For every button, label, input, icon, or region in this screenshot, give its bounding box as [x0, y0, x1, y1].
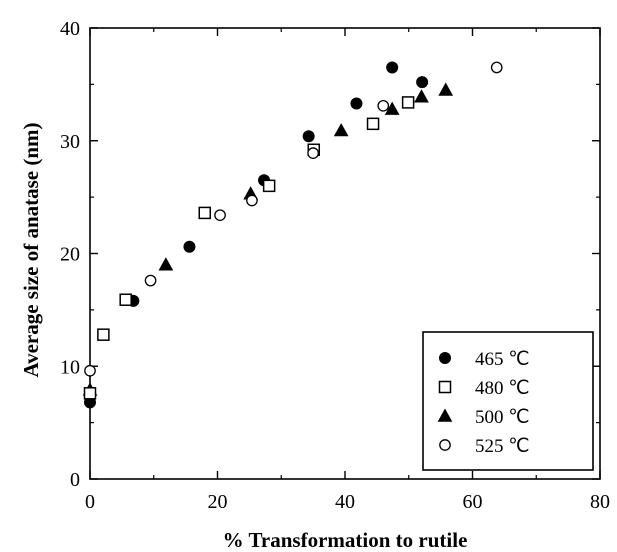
y-tick-label: 40 [60, 18, 80, 40]
data-point [377, 99, 390, 112]
x-tick-label: 20 [208, 491, 228, 513]
data-point [414, 89, 429, 103]
data-point [307, 147, 319, 160]
series-3 [82, 82, 454, 396]
legend-marker [439, 352, 451, 364]
y-axis-label: Average size of anatase (nm) [19, 122, 43, 377]
data-point [401, 96, 415, 109]
data-point [416, 76, 429, 89]
y-tick-label: 20 [60, 244, 80, 266]
data-point [158, 257, 174, 271]
data-point [386, 61, 399, 74]
legend-marker [437, 408, 453, 422]
data-point [83, 387, 97, 400]
chart-ticks: 0 20 40 60 80 0 10 20 30 40 [60, 18, 610, 513]
legend-marker [438, 380, 452, 394]
data-point [366, 117, 380, 131]
legend-label: 500 ℃ [475, 407, 530, 428]
data-point [214, 209, 226, 222]
legend-label: 480 ℃ [475, 378, 530, 399]
data-point [490, 61, 503, 74]
data-point [97, 328, 110, 341]
data-point [333, 123, 349, 137]
legend-label: 525 ℃ [475, 436, 530, 457]
series-4 [84, 61, 503, 377]
x-tick-label: 80 [590, 491, 610, 513]
chart-marks [82, 61, 503, 409]
x-tick-label: 0 [85, 491, 95, 513]
y-tick-label: 10 [60, 356, 80, 378]
series-2 [83, 96, 415, 400]
data-point [198, 206, 211, 220]
x-tick-label: 60 [463, 491, 483, 513]
data-point [144, 274, 157, 287]
y-tick-label: 0 [70, 469, 80, 491]
data-point [84, 364, 96, 377]
data-point [384, 101, 400, 115]
legend-marker [439, 439, 451, 451]
data-point [183, 240, 196, 253]
data-point [119, 293, 132, 306]
legend: 465 ℃ 480 ℃ 500 ℃ 525 ℃ [422, 331, 594, 471]
data-point [438, 82, 454, 96]
x-axis-label: % Transformation to rutile [223, 528, 468, 552]
data-point [262, 179, 276, 193]
data-point [302, 130, 315, 143]
legend-label: 465 ℃ [475, 349, 530, 370]
data-point [350, 97, 363, 110]
x-tick-label: 40 [335, 491, 355, 513]
series-1 [84, 61, 429, 409]
y-tick-label: 30 [60, 131, 80, 153]
data-point [246, 194, 258, 207]
legend-frame [422, 331, 594, 471]
